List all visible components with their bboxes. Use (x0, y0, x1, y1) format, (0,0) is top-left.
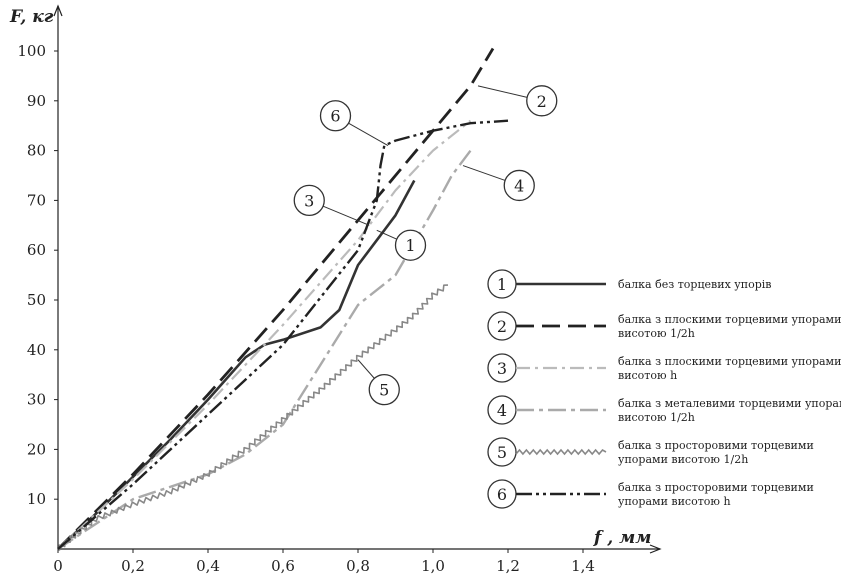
callout-circle (368, 373, 400, 406)
callout-circle (503, 169, 535, 202)
x-axis-label: f , мм (593, 528, 651, 548)
callout-label: 5 (379, 381, 389, 400)
legend-marker-label: 2 (497, 317, 507, 336)
y-tick-label: 50 (27, 291, 46, 309)
callout-label: 3 (304, 191, 314, 210)
x-axis-arrow (649, 544, 662, 554)
legend-marker-label: 6 (497, 485, 507, 504)
x-tick-label: 1,4 (571, 557, 595, 575)
y-tick-label: 90 (27, 92, 46, 110)
series-line-6 (57, 119, 509, 550)
legend-marker-label: 4 (497, 401, 507, 420)
callout-layer: 1 2 3 4 5 6 (293, 85, 558, 406)
legend-label-1: балка без торцевих упорів (618, 278, 771, 291)
callout-label: 1 (405, 236, 415, 255)
y-tick-label: 70 (27, 191, 46, 209)
legend-marker-label: 5 (497, 443, 507, 462)
y-axis-label: F, кг (9, 7, 54, 27)
series-line-1 (57, 179, 416, 550)
callout-leader (477, 85, 528, 98)
y-tick-label: 80 (27, 142, 46, 160)
callout-leader (462, 165, 506, 181)
y-tick-label: 30 (27, 391, 46, 409)
callout-circle (394, 229, 427, 261)
legend-label-4: балка з металевими торцевими упорами висо… (618, 397, 841, 424)
callout-circle (293, 184, 325, 217)
callout-leader (357, 359, 375, 379)
y-tick-label: 20 (27, 440, 46, 458)
axes: 10 20 30 40 50 60 70 80 90 100 0 0,2 0,4 0,6 0,8 1,0 1,2… (9, 4, 662, 575)
y-axis-arrow (53, 4, 63, 17)
callout-circle (526, 85, 558, 117)
series-line-4 (57, 149, 472, 550)
series-line-3 (57, 119, 472, 550)
callout-leader (348, 122, 389, 147)
callout-leader (322, 205, 370, 226)
y-tick-label: 10 (27, 490, 46, 508)
x-tick-label: 0,6 (271, 557, 295, 575)
legend-marker-label: 1 (497, 275, 507, 294)
x-tick-label: 0,8 (346, 557, 370, 575)
y-tick-label: 40 (27, 341, 46, 359)
callout-label: 2 (537, 92, 547, 111)
legend-marker-label: 3 (497, 359, 507, 378)
callout-circle (319, 100, 352, 132)
x-tick-label: 0,2 (121, 557, 145, 575)
callout-label: 6 (330, 107, 340, 126)
x-tick-label: 1,2 (496, 557, 520, 575)
legend-label-5: балка з просторовими торцевими упорами ви… (618, 439, 814, 466)
callout-label: 4 (514, 176, 524, 195)
legend-label-2: балка з плоскими торцевими упорами висото… (618, 313, 841, 340)
legend-label-3: балка з плоскими торцевими упорами висото… (618, 355, 841, 382)
series-line-2 (57, 47, 495, 550)
series-layer (57, 47, 509, 551)
y-tick-label: 100 (17, 42, 46, 60)
x-tick-label: 1,0 (421, 557, 445, 575)
series-line-5 (58, 284, 449, 551)
y-tick-label: 60 (27, 241, 46, 259)
x-tick-label: 0 (53, 557, 63, 575)
legend-marker-circle (487, 437, 517, 467)
callout-leader (376, 229, 397, 240)
legend: 1 балка без торцевих упорів 2 балка з плоск… (487, 269, 841, 509)
x-tick-label: 0,4 (196, 557, 220, 575)
legend-label-6: балка з просторовими торцевими упорами ви… (618, 481, 814, 508)
legend-swatch-5 (515, 448, 607, 456)
